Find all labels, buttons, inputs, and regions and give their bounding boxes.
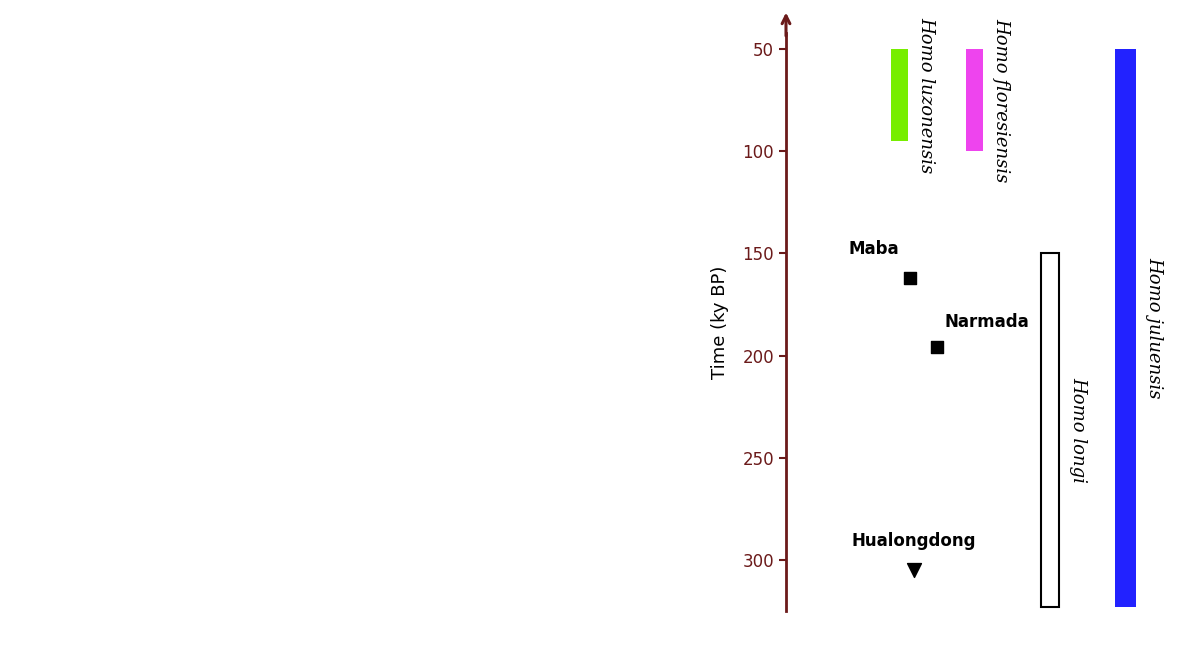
Text: Homo longi: Homo longi xyxy=(1069,377,1087,483)
Bar xyxy=(890,49,907,141)
Text: Homo luzonensis: Homo luzonensis xyxy=(917,17,935,173)
Bar xyxy=(1115,49,1136,607)
Bar xyxy=(966,49,983,151)
Text: Maba: Maba xyxy=(848,240,899,258)
Point xyxy=(928,342,947,353)
Text: Narmada: Narmada xyxy=(944,313,1030,331)
Text: Homo juluensis: Homo juluensis xyxy=(1145,258,1163,399)
Text: Hualongdong: Hualongdong xyxy=(852,532,977,550)
Point xyxy=(905,565,924,576)
Y-axis label: Time (ky BP): Time (ky BP) xyxy=(710,265,728,378)
Text: Homo floresiensis: Homo floresiensis xyxy=(992,18,1010,183)
Bar xyxy=(1040,254,1060,607)
Point xyxy=(901,273,920,283)
